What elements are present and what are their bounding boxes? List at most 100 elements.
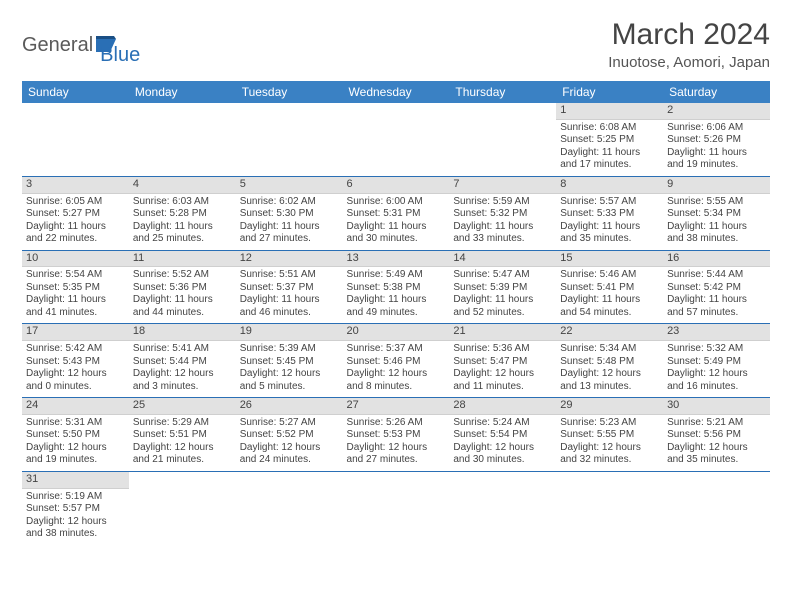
- sunrise-line: Sunrise: 5:26 AM: [347, 417, 446, 430]
- calendar-cell: [449, 471, 556, 544]
- day-number: 31: [22, 472, 129, 489]
- day-number: 6: [343, 177, 450, 194]
- day-number: 12: [236, 251, 343, 268]
- day-body: Sunrise: 5:42 AMSunset: 5:43 PMDaylight:…: [22, 341, 129, 397]
- sunrise-line: Sunrise: 6:08 AM: [560, 122, 659, 135]
- day-body: Sunrise: 5:41 AMSunset: 5:44 PMDaylight:…: [129, 341, 236, 397]
- calendar-cell: 17Sunrise: 5:42 AMSunset: 5:43 PMDayligh…: [22, 324, 129, 398]
- daylight-line: Daylight: 12 hours and 5 minutes.: [240, 368, 339, 393]
- calendar-cell: 22Sunrise: 5:34 AMSunset: 5:48 PMDayligh…: [556, 324, 663, 398]
- sunset-line: Sunset: 5:51 PM: [133, 429, 232, 442]
- daylight-line: Daylight: 12 hours and 8 minutes.: [347, 368, 446, 393]
- sunrise-line: Sunrise: 5:51 AM: [240, 269, 339, 282]
- day-body: Sunrise: 5:55 AMSunset: 5:34 PMDaylight:…: [663, 194, 770, 250]
- header: General Blue March 2024 Inuotose, Aomori…: [22, 18, 770, 71]
- sunset-line: Sunset: 5:26 PM: [667, 134, 766, 147]
- calendar-cell: [22, 103, 129, 176]
- calendar-cell: [129, 103, 236, 176]
- sunset-line: Sunset: 5:50 PM: [26, 429, 125, 442]
- weekday-header: Thursday: [449, 81, 556, 103]
- sunset-line: Sunset: 5:57 PM: [26, 503, 125, 516]
- daylight-line: Daylight: 12 hours and 27 minutes.: [347, 442, 446, 467]
- day-body: Sunrise: 5:47 AMSunset: 5:39 PMDaylight:…: [449, 267, 556, 323]
- sunset-line: Sunset: 5:38 PM: [347, 282, 446, 295]
- logo-text-blue: Blue: [100, 44, 140, 67]
- sunset-line: Sunset: 5:34 PM: [667, 208, 766, 221]
- daylight-line: Daylight: 11 hours and 19 minutes.: [667, 147, 766, 172]
- day-number: 20: [343, 324, 450, 341]
- sunrise-line: Sunrise: 5:55 AM: [667, 196, 766, 209]
- day-body: Sunrise: 5:37 AMSunset: 5:46 PMDaylight:…: [343, 341, 450, 397]
- day-number: 24: [22, 398, 129, 415]
- weekday-header: Sunday: [22, 81, 129, 103]
- calendar-cell: 9Sunrise: 5:55 AMSunset: 5:34 PMDaylight…: [663, 176, 770, 250]
- day-body: Sunrise: 5:26 AMSunset: 5:53 PMDaylight:…: [343, 415, 450, 471]
- daylight-line: Daylight: 11 hours and 27 minutes.: [240, 221, 339, 246]
- calendar-cell: [343, 471, 450, 544]
- calendar-row: 3Sunrise: 6:05 AMSunset: 5:27 PMDaylight…: [22, 176, 770, 250]
- calendar-row: 17Sunrise: 5:42 AMSunset: 5:43 PMDayligh…: [22, 324, 770, 398]
- daylight-line: Daylight: 12 hours and 38 minutes.: [26, 516, 125, 541]
- calendar-cell: 5Sunrise: 6:02 AMSunset: 5:30 PMDaylight…: [236, 176, 343, 250]
- sunrise-line: Sunrise: 5:24 AM: [453, 417, 552, 430]
- day-body: Sunrise: 5:44 AMSunset: 5:42 PMDaylight:…: [663, 267, 770, 323]
- day-number: 9: [663, 177, 770, 194]
- sunset-line: Sunset: 5:37 PM: [240, 282, 339, 295]
- daylight-line: Daylight: 12 hours and 32 minutes.: [560, 442, 659, 467]
- calendar-cell: 16Sunrise: 5:44 AMSunset: 5:42 PMDayligh…: [663, 250, 770, 324]
- day-number: 7: [449, 177, 556, 194]
- calendar-cell: [129, 471, 236, 544]
- day-number: 23: [663, 324, 770, 341]
- daylight-line: Daylight: 11 hours and 35 minutes.: [560, 221, 659, 246]
- sunset-line: Sunset: 5:33 PM: [560, 208, 659, 221]
- daylight-line: Daylight: 12 hours and 35 minutes.: [667, 442, 766, 467]
- calendar-cell: 25Sunrise: 5:29 AMSunset: 5:51 PMDayligh…: [129, 398, 236, 472]
- sunrise-line: Sunrise: 5:54 AM: [26, 269, 125, 282]
- sunrise-line: Sunrise: 6:06 AM: [667, 122, 766, 135]
- sunrise-line: Sunrise: 5:31 AM: [26, 417, 125, 430]
- daylight-line: Daylight: 12 hours and 19 minutes.: [26, 442, 125, 467]
- calendar-table: SundayMondayTuesdayWednesdayThursdayFrid…: [22, 81, 770, 545]
- sunrise-line: Sunrise: 5:41 AM: [133, 343, 232, 356]
- calendar-cell: 26Sunrise: 5:27 AMSunset: 5:52 PMDayligh…: [236, 398, 343, 472]
- weekday-header: Friday: [556, 81, 663, 103]
- calendar-cell: 20Sunrise: 5:37 AMSunset: 5:46 PMDayligh…: [343, 324, 450, 398]
- day-body: Sunrise: 5:54 AMSunset: 5:35 PMDaylight:…: [22, 267, 129, 323]
- day-body: Sunrise: 5:29 AMSunset: 5:51 PMDaylight:…: [129, 415, 236, 471]
- day-number: 27: [343, 398, 450, 415]
- sunrise-line: Sunrise: 6:02 AM: [240, 196, 339, 209]
- calendar-cell: 15Sunrise: 5:46 AMSunset: 5:41 PMDayligh…: [556, 250, 663, 324]
- sunrise-line: Sunrise: 5:49 AM: [347, 269, 446, 282]
- logo-text-general: General: [22, 34, 93, 57]
- sunset-line: Sunset: 5:35 PM: [26, 282, 125, 295]
- sunset-line: Sunset: 5:44 PM: [133, 356, 232, 369]
- day-number: 2: [663, 103, 770, 120]
- day-body: Sunrise: 5:46 AMSunset: 5:41 PMDaylight:…: [556, 267, 663, 323]
- day-number: 15: [556, 251, 663, 268]
- sunrise-line: Sunrise: 5:23 AM: [560, 417, 659, 430]
- day-body: Sunrise: 5:23 AMSunset: 5:55 PMDaylight:…: [556, 415, 663, 471]
- day-body: Sunrise: 5:39 AMSunset: 5:45 PMDaylight:…: [236, 341, 343, 397]
- day-number: 11: [129, 251, 236, 268]
- sunrise-line: Sunrise: 5:29 AM: [133, 417, 232, 430]
- calendar-cell: 19Sunrise: 5:39 AMSunset: 5:45 PMDayligh…: [236, 324, 343, 398]
- calendar-cell: [449, 103, 556, 176]
- calendar-cell: 1Sunrise: 6:08 AMSunset: 5:25 PMDaylight…: [556, 103, 663, 176]
- calendar-cell: 13Sunrise: 5:49 AMSunset: 5:38 PMDayligh…: [343, 250, 450, 324]
- sunrise-line: Sunrise: 5:59 AM: [453, 196, 552, 209]
- sunrise-line: Sunrise: 5:37 AM: [347, 343, 446, 356]
- daylight-line: Daylight: 11 hours and 41 minutes.: [26, 294, 125, 319]
- daylight-line: Daylight: 11 hours and 38 minutes.: [667, 221, 766, 246]
- daylight-line: Daylight: 12 hours and 13 minutes.: [560, 368, 659, 393]
- calendar-cell: 8Sunrise: 5:57 AMSunset: 5:33 PMDaylight…: [556, 176, 663, 250]
- day-body: Sunrise: 6:08 AMSunset: 5:25 PMDaylight:…: [556, 120, 663, 176]
- calendar-row: 24Sunrise: 5:31 AMSunset: 5:50 PMDayligh…: [22, 398, 770, 472]
- calendar-cell: [663, 471, 770, 544]
- calendar-cell: 28Sunrise: 5:24 AMSunset: 5:54 PMDayligh…: [449, 398, 556, 472]
- calendar-cell: [236, 471, 343, 544]
- sunrise-line: Sunrise: 6:05 AM: [26, 196, 125, 209]
- day-body: Sunrise: 6:00 AMSunset: 5:31 PMDaylight:…: [343, 194, 450, 250]
- daylight-line: Daylight: 11 hours and 25 minutes.: [133, 221, 232, 246]
- daylight-line: Daylight: 12 hours and 16 minutes.: [667, 368, 766, 393]
- day-number: 8: [556, 177, 663, 194]
